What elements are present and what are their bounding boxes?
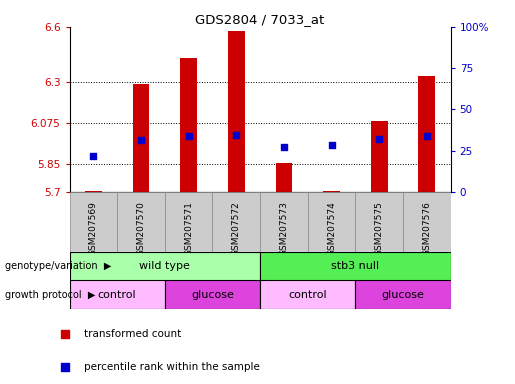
Bar — [180, 58, 197, 192]
Point — [280, 144, 288, 150]
Bar — [117, 192, 165, 252]
Title: GDS2804 / 7033_at: GDS2804 / 7033_at — [196, 13, 324, 26]
Text: GSM207570: GSM207570 — [136, 201, 145, 256]
Point — [328, 142, 336, 148]
Text: growth protocol  ▶: growth protocol ▶ — [5, 290, 95, 300]
Bar — [228, 31, 245, 192]
Text: GSM207576: GSM207576 — [422, 201, 431, 256]
Point — [89, 153, 97, 159]
Bar — [133, 84, 149, 192]
Bar — [260, 192, 308, 252]
Bar — [307, 192, 355, 252]
Text: GSM207573: GSM207573 — [280, 201, 288, 256]
Point — [375, 136, 383, 142]
Text: glucose: glucose — [382, 290, 424, 300]
Point — [137, 137, 145, 143]
Bar — [260, 252, 451, 280]
Text: GSM207575: GSM207575 — [375, 201, 384, 256]
Bar — [85, 191, 101, 192]
Point — [423, 133, 431, 139]
Text: percentile rank within the sample: percentile rank within the sample — [84, 362, 260, 372]
Bar — [323, 191, 340, 192]
Bar — [371, 121, 387, 192]
Bar — [355, 280, 451, 309]
Bar — [70, 280, 165, 309]
Bar — [212, 192, 260, 252]
Bar — [70, 252, 260, 280]
Text: GSM207572: GSM207572 — [232, 201, 241, 256]
Bar — [355, 192, 403, 252]
Text: control: control — [98, 290, 136, 300]
Bar — [403, 192, 451, 252]
Point — [386, 195, 394, 201]
Bar — [70, 192, 117, 252]
Text: stb3 null: stb3 null — [331, 261, 380, 271]
Text: wild type: wild type — [140, 261, 190, 271]
Bar — [165, 280, 260, 309]
Point — [232, 132, 241, 138]
Bar — [165, 192, 212, 252]
Text: transformed count: transformed count — [84, 329, 182, 339]
Text: genotype/variation  ▶: genotype/variation ▶ — [5, 261, 112, 271]
Text: GSM207574: GSM207574 — [327, 201, 336, 256]
Text: GSM207569: GSM207569 — [89, 201, 98, 256]
Text: control: control — [288, 290, 327, 300]
Text: GSM207571: GSM207571 — [184, 201, 193, 256]
Bar — [260, 280, 355, 309]
Point — [184, 133, 193, 139]
Bar — [276, 163, 292, 192]
Bar — [419, 76, 435, 192]
Text: glucose: glucose — [191, 290, 234, 300]
